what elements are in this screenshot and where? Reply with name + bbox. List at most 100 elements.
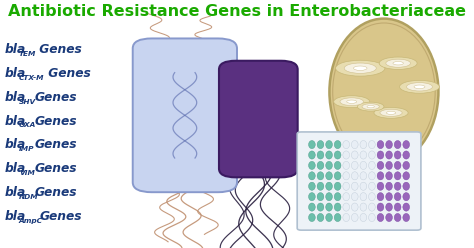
Ellipse shape: [360, 151, 367, 159]
Ellipse shape: [394, 203, 401, 211]
Ellipse shape: [360, 161, 367, 169]
Ellipse shape: [377, 193, 384, 201]
Ellipse shape: [369, 141, 375, 149]
Ellipse shape: [360, 172, 367, 180]
Ellipse shape: [394, 182, 401, 190]
Ellipse shape: [360, 141, 367, 149]
Ellipse shape: [309, 214, 315, 221]
Text: bla: bla: [5, 91, 26, 104]
Text: Genes: Genes: [44, 67, 91, 80]
Text: bla: bla: [5, 162, 26, 175]
Text: VIM: VIM: [19, 170, 35, 176]
FancyBboxPatch shape: [219, 61, 298, 177]
Text: Genes: Genes: [35, 43, 82, 56]
Ellipse shape: [393, 62, 403, 65]
Ellipse shape: [351, 151, 358, 159]
Ellipse shape: [343, 182, 349, 190]
Ellipse shape: [351, 172, 358, 180]
Text: Genes: Genes: [35, 138, 77, 151]
Ellipse shape: [351, 203, 358, 211]
Text: bla: bla: [5, 210, 26, 223]
Ellipse shape: [309, 182, 315, 190]
Text: Genes: Genes: [39, 210, 82, 223]
Ellipse shape: [377, 151, 384, 159]
Text: AmpC: AmpC: [19, 218, 43, 224]
Ellipse shape: [394, 193, 401, 201]
Ellipse shape: [407, 83, 432, 91]
Text: OXA: OXA: [19, 123, 36, 128]
Ellipse shape: [317, 203, 324, 211]
Ellipse shape: [351, 214, 358, 221]
Ellipse shape: [317, 193, 324, 201]
Ellipse shape: [369, 193, 375, 201]
Text: TEM: TEM: [19, 51, 36, 57]
Ellipse shape: [334, 203, 341, 211]
Ellipse shape: [334, 161, 341, 169]
Ellipse shape: [343, 161, 349, 169]
Ellipse shape: [329, 19, 438, 165]
Ellipse shape: [369, 214, 375, 221]
Ellipse shape: [309, 203, 315, 211]
Text: bla: bla: [5, 67, 26, 80]
Ellipse shape: [379, 57, 417, 69]
FancyBboxPatch shape: [297, 132, 421, 230]
Text: bla: bla: [5, 138, 26, 151]
Ellipse shape: [377, 182, 384, 190]
Ellipse shape: [344, 63, 376, 73]
Ellipse shape: [403, 193, 410, 201]
Text: Genes: Genes: [35, 115, 77, 127]
Ellipse shape: [386, 161, 392, 169]
Ellipse shape: [360, 182, 367, 190]
Text: Antibiotic Resistance Genes in Enterobacteriaceae: Antibiotic Resistance Genes in Enterobac…: [8, 4, 466, 19]
Ellipse shape: [414, 85, 425, 89]
Ellipse shape: [326, 141, 332, 149]
Text: Genes: Genes: [35, 186, 77, 199]
Ellipse shape: [369, 182, 375, 190]
Ellipse shape: [386, 182, 392, 190]
Ellipse shape: [403, 214, 410, 221]
Ellipse shape: [309, 193, 315, 201]
Ellipse shape: [326, 172, 332, 180]
Ellipse shape: [394, 141, 401, 149]
Ellipse shape: [326, 182, 332, 190]
Ellipse shape: [403, 151, 410, 159]
Ellipse shape: [360, 214, 367, 221]
Ellipse shape: [369, 172, 375, 180]
Ellipse shape: [334, 172, 341, 180]
Text: bla: bla: [5, 115, 26, 127]
Ellipse shape: [309, 151, 315, 159]
Ellipse shape: [340, 98, 364, 106]
Ellipse shape: [357, 102, 384, 111]
Ellipse shape: [343, 151, 349, 159]
Ellipse shape: [360, 193, 367, 201]
Text: bla: bla: [5, 186, 26, 199]
Ellipse shape: [386, 111, 396, 114]
Ellipse shape: [360, 203, 367, 211]
Ellipse shape: [326, 203, 332, 211]
Ellipse shape: [386, 214, 392, 221]
Text: Genes: Genes: [35, 162, 77, 175]
Ellipse shape: [334, 214, 341, 221]
Ellipse shape: [334, 141, 341, 149]
Ellipse shape: [336, 60, 385, 76]
Ellipse shape: [334, 151, 341, 159]
Ellipse shape: [326, 151, 332, 159]
Ellipse shape: [362, 104, 379, 110]
Ellipse shape: [386, 141, 392, 149]
Ellipse shape: [403, 172, 410, 180]
Ellipse shape: [403, 161, 410, 169]
Ellipse shape: [394, 161, 401, 169]
Ellipse shape: [309, 141, 315, 149]
Ellipse shape: [369, 151, 375, 159]
Ellipse shape: [386, 203, 392, 211]
Text: CTX-M: CTX-M: [19, 75, 45, 81]
Ellipse shape: [326, 161, 332, 169]
Ellipse shape: [343, 214, 349, 221]
Ellipse shape: [394, 172, 401, 180]
Ellipse shape: [309, 161, 315, 169]
Ellipse shape: [377, 172, 384, 180]
FancyBboxPatch shape: [133, 38, 237, 192]
Ellipse shape: [351, 141, 358, 149]
Ellipse shape: [403, 141, 410, 149]
Ellipse shape: [380, 109, 402, 116]
